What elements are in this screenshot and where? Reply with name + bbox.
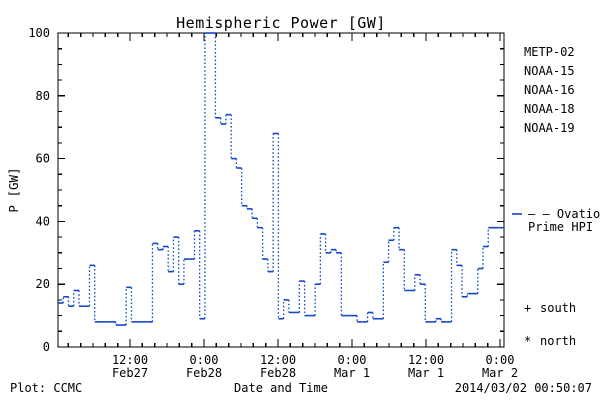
timestamp: 2014/03/02 00:50:07 [455, 381, 592, 395]
y-tick-label: 0 [43, 340, 50, 354]
legend-markers: + south * north [524, 301, 576, 348]
x-tick-label-time: 0:00 [190, 353, 219, 367]
y-axis-label: P [GW] [6, 167, 21, 212]
x-tick-label-date: Feb28 [260, 366, 296, 380]
legend-item-noaa-19: NOAA-19 [524, 121, 575, 135]
y-tick-label: 40 [36, 214, 50, 228]
marker-north-glyph: * [524, 334, 531, 348]
x-axis-label: Date and Time [234, 381, 328, 395]
chart-title: Hemispheric Power [GW] [176, 14, 386, 32]
x-tick-label-time: 12:00 [408, 353, 444, 367]
x-tick-label-time: 12:00 [112, 353, 148, 367]
x-tick-label-date: Feb28 [186, 366, 222, 380]
plot-credit: Plot: CCMC [10, 381, 82, 395]
y-tick-label: 20 [36, 277, 50, 291]
legend-item-noaa-16: NOAA-16 [524, 83, 575, 97]
x-tick-label-date: Feb27 [112, 366, 148, 380]
ovation-legend-line1: – – Ovation [528, 207, 600, 221]
legend-item-noaa-18: NOAA-18 [524, 102, 575, 116]
y-tick-label: 100 [28, 26, 50, 40]
x-tick-label-date: Mar 2 [482, 366, 518, 380]
x-tick-label-time: 0:00 [338, 353, 367, 367]
marker-south-label: south [540, 301, 576, 315]
marker-south-glyph: + [524, 301, 531, 315]
x-tick-label-time: 12:00 [260, 353, 296, 367]
x-tick-label-date: Mar 1 [334, 366, 370, 380]
data-series-ovation-prime-hpi [58, 32, 504, 326]
legend-item-metp-02: METP-02 [524, 45, 575, 59]
y-axis: 0 20 40 60 80 100 [28, 26, 504, 354]
marker-north-label: north [540, 334, 576, 348]
x-tick-label-date: Mar 1 [408, 366, 444, 380]
ovation-legend-line2: Prime HPI [528, 220, 593, 234]
legend-item-noaa-15: NOAA-15 [524, 64, 575, 78]
legend-satellites: METP-02 NOAA-15 NOAA-16 NOAA-18 NOAA-19 [524, 45, 575, 135]
legend-ovation-prime: – – Ovation Prime HPI [512, 207, 600, 234]
y-tick-label: 80 [36, 89, 50, 103]
x-tick-label-time: 0:00 [486, 353, 515, 367]
y-tick-label: 60 [36, 152, 50, 166]
